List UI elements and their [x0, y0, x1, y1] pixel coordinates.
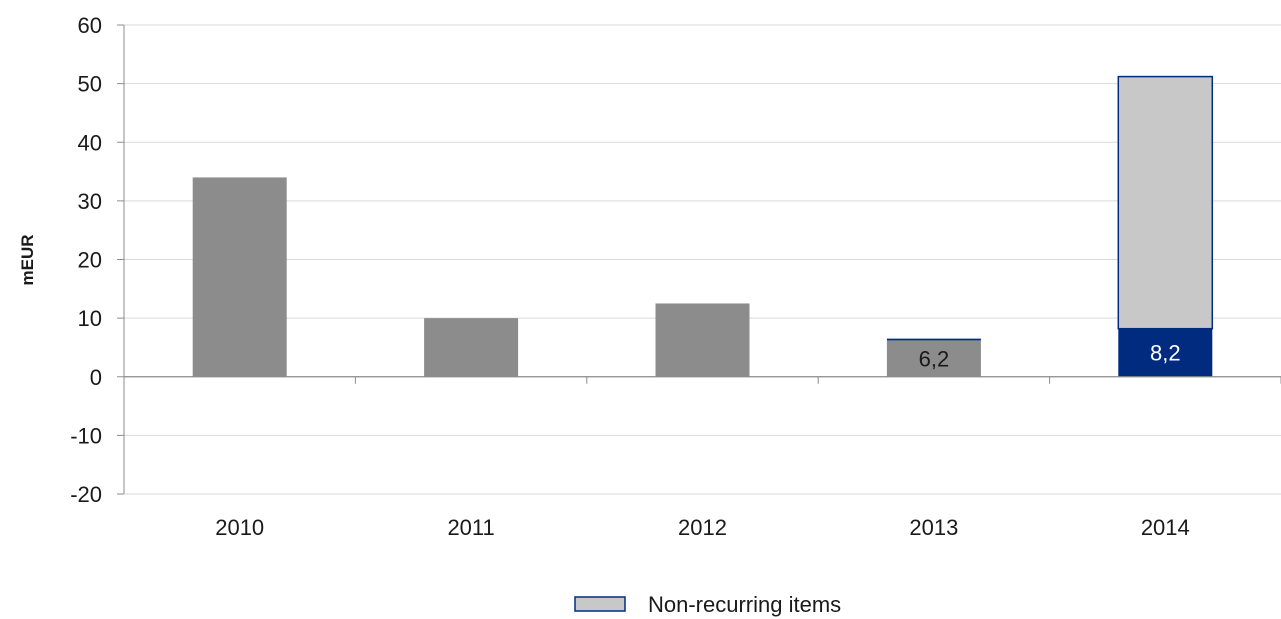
y-tick-label: 10 — [78, 306, 102, 331]
y-tick-label: 60 — [78, 13, 102, 38]
bar-2010-base — [192, 177, 287, 377]
data-labels: 6,2 8,2 — [919, 341, 1181, 372]
x-tick-label: 2012 — [678, 515, 727, 540]
bar-2012-base — [655, 303, 750, 377]
y-tick-label: 50 — [78, 72, 102, 97]
bars — [192, 75, 1214, 377]
bar-2013-dark — [886, 338, 981, 341]
bar-2013-base — [886, 340, 981, 377]
y-tick-label: 20 — [78, 248, 102, 273]
axes — [117, 24, 1281, 495]
legend-label: Non-recurring items — [648, 592, 841, 617]
x-tick-label: 2010 — [215, 515, 264, 540]
y-tick-label: 30 — [78, 189, 102, 214]
x-tick-label: 2014 — [1141, 515, 1190, 540]
x-tick-label: 2011 — [447, 515, 494, 540]
bar-2014-non-recurring — [1117, 75, 1214, 330]
y-axis-title: mEUR — [18, 234, 37, 285]
y-tick-label: -20 — [70, 482, 102, 507]
data-label-2013: 6,2 — [919, 347, 950, 372]
y-tick-label: 0 — [90, 365, 102, 390]
legend-swatch — [574, 596, 626, 612]
x-tick-label: 2013 — [909, 515, 958, 540]
data-label-2014: 8,2 — [1150, 341, 1181, 366]
legend: Non-recurring items — [574, 592, 841, 617]
x-tick-labels: 2010 2011 2012 2013 2014 — [215, 515, 1190, 540]
y-tick-labels: 60 50 40 30 20 10 0 -10 -20 — [70, 13, 102, 507]
bar-2014-dark — [1118, 328, 1213, 377]
y-tick-label: -10 — [70, 423, 102, 448]
y-tick-label: 40 — [78, 130, 102, 155]
bar-2011-base — [424, 318, 519, 377]
grid-lines — [124, 24, 1281, 495]
